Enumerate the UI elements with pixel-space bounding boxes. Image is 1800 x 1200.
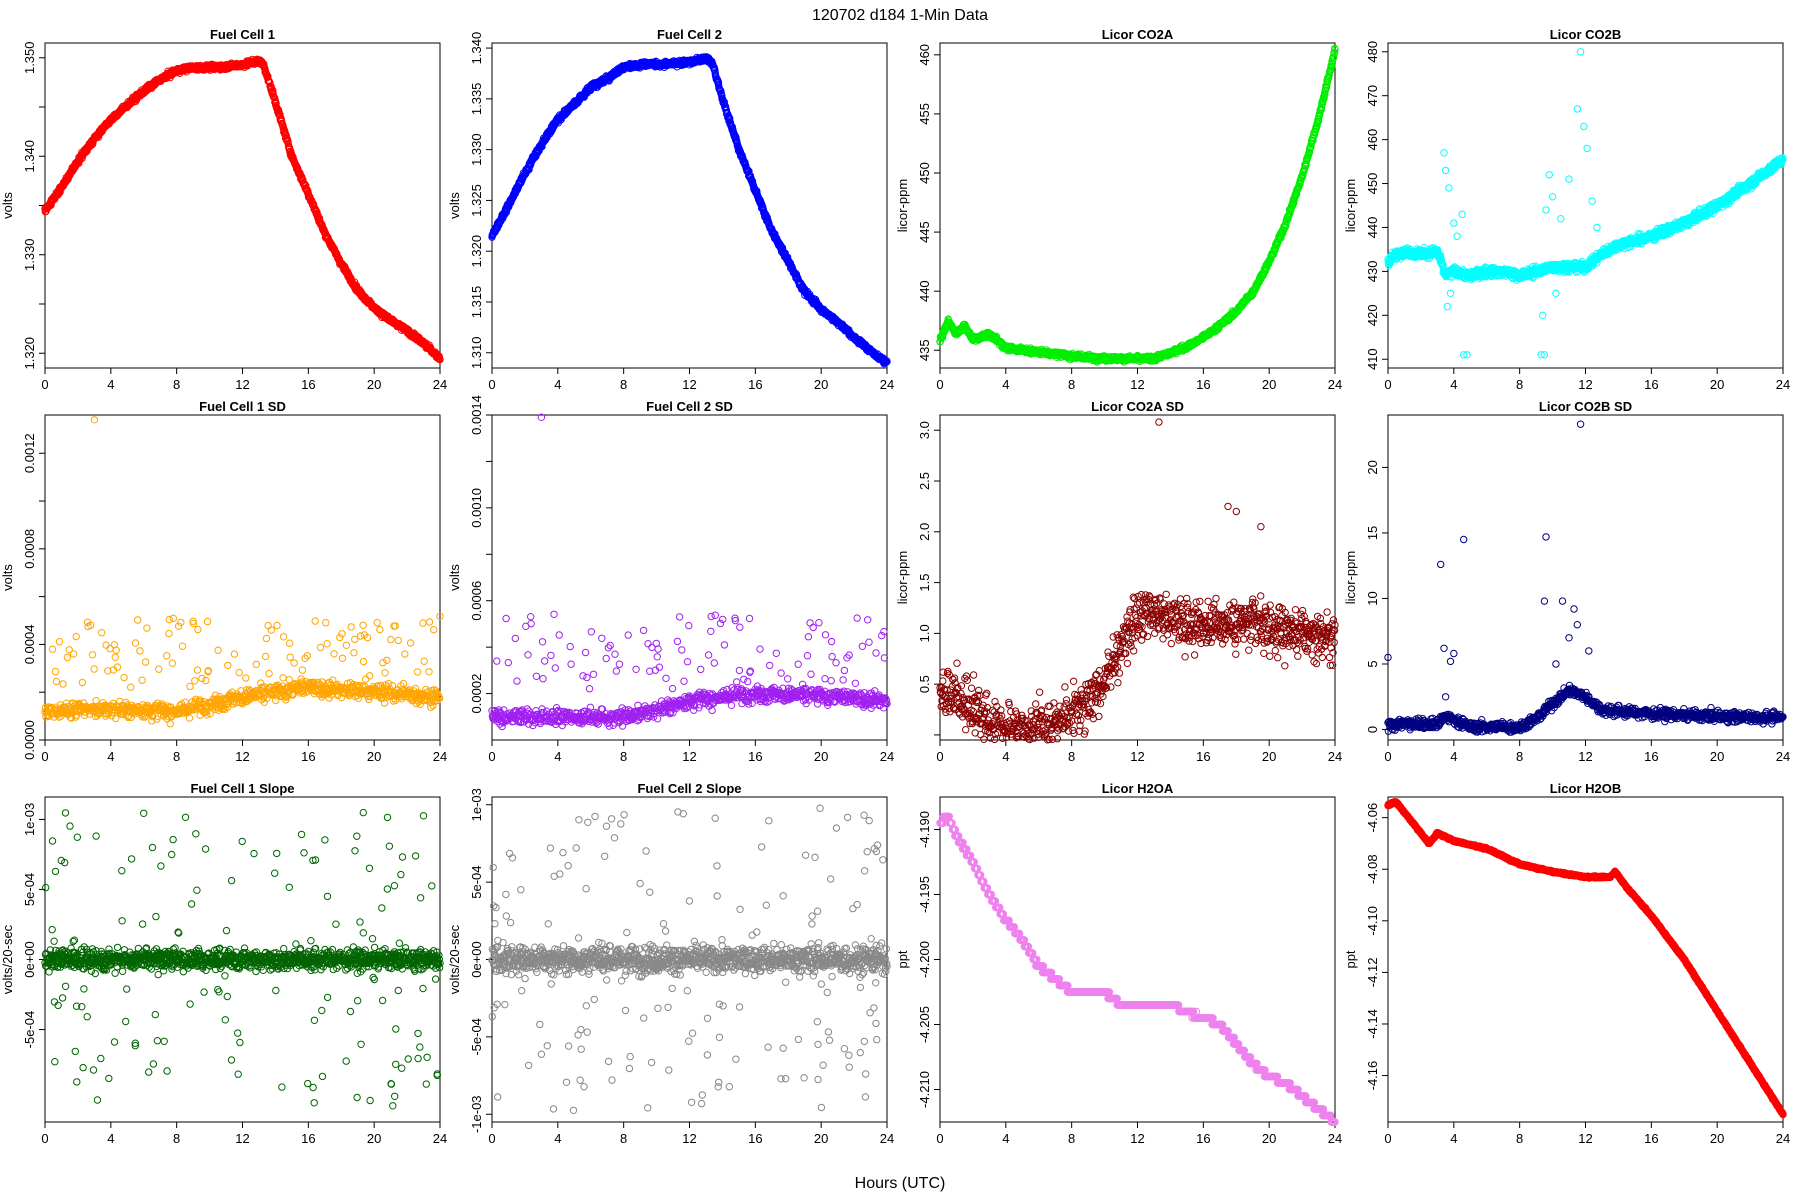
x-tick-label: 12 <box>1130 377 1144 392</box>
x-tick-label: 16 <box>1196 377 1210 392</box>
data-points <box>41 55 444 364</box>
x-tick-label: 4 <box>107 377 114 392</box>
data-points <box>1384 48 1787 359</box>
panel-1: Fuel Cell 1 volts 0 4 8 12 16 20 24 1.320 1.330 1.3… <box>0 27 447 392</box>
panel-title: Fuel Cell 2 <box>657 27 722 42</box>
x-tick-label: 20 <box>367 377 381 392</box>
y-tick-label: 440 <box>1365 217 1380 239</box>
x-tick-label: 8 <box>1516 377 1523 392</box>
panel-2: Fuel Cell 2 volts 0 4 8 12 16 20 24 1.310 1.315 1.3… <box>447 27 894 392</box>
y-tick-label: 1.340 <box>469 32 484 65</box>
x-tick-label: 16 <box>748 377 762 392</box>
x-tick-label: 4 <box>554 377 561 392</box>
y-tick-label: 1.320 <box>469 235 484 268</box>
y-tick-label: 1.330 <box>469 133 484 166</box>
y-tick-label: 455 <box>917 103 932 125</box>
panel-title: Licor CO2B <box>1550 27 1622 42</box>
y-tick-label: 445 <box>917 221 932 243</box>
x-tick-label: 8 <box>620 377 627 392</box>
panel-title: Licor CO2A <box>1102 27 1174 42</box>
x-tick-label: 0 <box>41 377 48 392</box>
y-tick-label: 1.325 <box>469 184 484 217</box>
x-tick-label: 24 <box>1328 377 1342 392</box>
panel-4: Licor CO2B licor-ppm 0 4 8 12 16 20 24 410 420 430 4… <box>1343 27 1790 392</box>
y-tick-label: 1.335 <box>469 83 484 116</box>
y-tick-label: 410 <box>1365 348 1380 370</box>
y-tick-label: 1.310 <box>469 336 484 369</box>
x-tick-label: 24 <box>1776 377 1790 392</box>
x-axis-label: Hours (UTC) <box>855 1175 946 1192</box>
data-points <box>936 44 1339 366</box>
plot-frame <box>44 42 441 369</box>
x-tick-label: 12 <box>682 377 696 392</box>
plot-frame <box>939 42 1336 369</box>
data-points <box>488 53 891 368</box>
panels: Fuel Cell 1 volts 0 4 8 12 16 20 24 1.320 1.330 1.3… <box>0 27 1790 1146</box>
x-tick-label: 0 <box>1384 377 1391 392</box>
y-tick-label: 460 <box>917 44 932 66</box>
y-tick-label: 430 <box>1365 261 1380 283</box>
y-tick-label: 1.315 <box>469 286 484 319</box>
panel-title: Fuel Cell 1 <box>210 27 275 42</box>
x-tick-label: 12 <box>235 377 249 392</box>
x-tick-label: 20 <box>1262 377 1276 392</box>
x-tick-label: 4 <box>1450 377 1457 392</box>
x-tick-label: 12 <box>1578 377 1592 392</box>
x-tick-label: 16 <box>301 377 315 392</box>
figure-title: 120702 d184 1-Min Data <box>812 7 988 24</box>
y-tick-label: 1.330 <box>22 238 37 271</box>
y-tick-label: 435 <box>917 339 932 361</box>
x-tick-label: 0 <box>936 377 943 392</box>
y-tick-label: 1.350 <box>22 41 37 74</box>
x-tick-label: 20 <box>1710 377 1724 392</box>
x-tick-label: 0 <box>488 377 495 392</box>
y-axis-label: licor-ppm <box>895 179 910 232</box>
y-tick-label: 440 <box>917 280 932 302</box>
x-tick-label: 4 <box>1002 377 1009 392</box>
y-tick-label: 1.340 <box>22 140 37 173</box>
y-tick-label: 450 <box>917 162 932 184</box>
y-tick-label: 470 <box>1365 85 1380 107</box>
y-tick-label: 450 <box>1365 173 1380 195</box>
x-tick-label: 24 <box>433 377 447 392</box>
x-tick-label: 20 <box>814 377 828 392</box>
y-tick-label: 460 <box>1365 129 1380 151</box>
x-tick-label: 24 <box>880 377 894 392</box>
x-tick-label: 8 <box>173 377 180 392</box>
y-axis-label: volts <box>447 192 462 219</box>
y-tick-label: 480 <box>1365 41 1380 63</box>
panel-3: Licor CO2A licor-ppm 0 4 8 12 16 20 24 435 440 445 4… <box>895 27 1342 392</box>
x-tick-label: 16 <box>1644 377 1658 392</box>
y-tick-label: 1.320 <box>22 337 37 370</box>
y-tick-label: 420 <box>1365 304 1380 326</box>
y-axis-label: licor-ppm <box>1343 179 1358 232</box>
y-axis-label: volts <box>0 192 15 219</box>
x-tick-label: 8 <box>1068 377 1075 392</box>
